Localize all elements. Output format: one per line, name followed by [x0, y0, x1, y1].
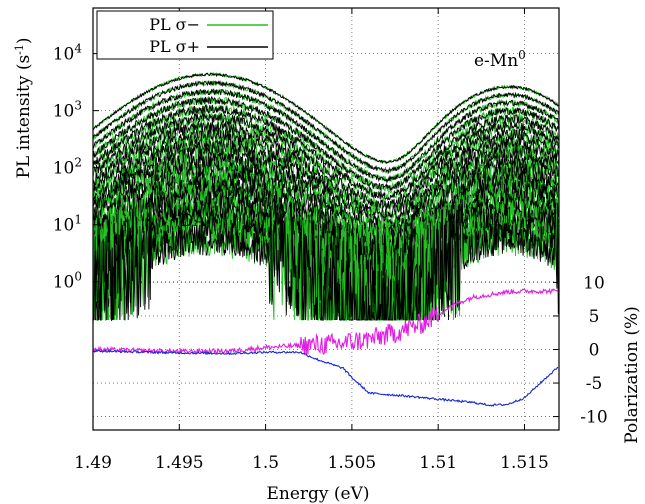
y-tick-label: 104 [53, 42, 83, 65]
spectrum-sigma-plus [92, 80, 560, 175]
polarization-tick-label: -10 [580, 408, 607, 428]
polarization-tick-label: 10 [583, 273, 605, 293]
spectrum-sigma-plus [92, 95, 560, 191]
spectrum-sigma-plus [93, 199, 560, 322]
intensity-axis-label-main: PL intensity (s [14, 55, 34, 179]
annotation-e-mn0-sup: 0 [518, 48, 526, 62]
y-tick-label: 100 [53, 270, 82, 293]
legend: PL σ− PL σ+ [96, 10, 274, 60]
polarization-tick-label: 5 [589, 307, 600, 327]
polarization-axis-label: Polarization (%) [622, 306, 642, 444]
polarization-curve-magenta [92, 287, 559, 356]
spectrum-sigma-plus [92, 111, 560, 211]
intensity-axis-label-sup: -1 [13, 44, 26, 55]
y-tick-label: 103 [53, 99, 82, 122]
x-axis-ticks: 1.49 1.495 1.5 1.505 1.51 1.515 [74, 8, 549, 473]
intensity-axis-ticks: 104 103 102 101 100 [53, 42, 99, 293]
spectrum-sigma-plus [92, 88, 560, 184]
plot-frame [92, 7, 560, 431]
spectrum-sigma-plus [92, 121, 560, 220]
polarization-curves [92, 287, 559, 407]
x-tick-label: 1.505 [328, 453, 377, 473]
annotation-e-mn0: e-Mn0 [474, 48, 526, 71]
y-tick-label: 101 [53, 213, 82, 236]
legend-label-sigma-minus: PL σ− [149, 15, 200, 34]
polarization-tick-label: 0 [589, 341, 600, 361]
x-tick-label: 1.49 [74, 453, 112, 473]
intensity-axis-label-end: ) [14, 37, 34, 44]
annotation-e-mn0-main: e-Mn [474, 51, 518, 71]
x-tick-label: 1.51 [419, 453, 457, 473]
spectrum-sigma-plus [92, 72, 560, 165]
annotation-da: DA [180, 211, 207, 231]
pl-spectra [92, 71, 560, 322]
legend-label-sigma-plus: PL σ+ [149, 37, 200, 56]
polarization-axis-ticks: 10 5 0 -5 -10 [553, 273, 608, 428]
intensity-axis-label: PL intensity (s-1) [13, 37, 35, 178]
polarization-tick-label: -5 [586, 374, 603, 394]
y-tick-label: 102 [53, 156, 82, 179]
spectrum-sigma-plus [92, 104, 560, 202]
x-axis-label: Energy (eV) [266, 484, 369, 504]
x-tick-label: 1.495 [155, 453, 204, 473]
legend-box [96, 10, 274, 60]
x-tick-label: 1.515 [500, 453, 549, 473]
x-tick-label: 1.5 [252, 453, 279, 473]
polarization-curve-blue [92, 349, 559, 407]
